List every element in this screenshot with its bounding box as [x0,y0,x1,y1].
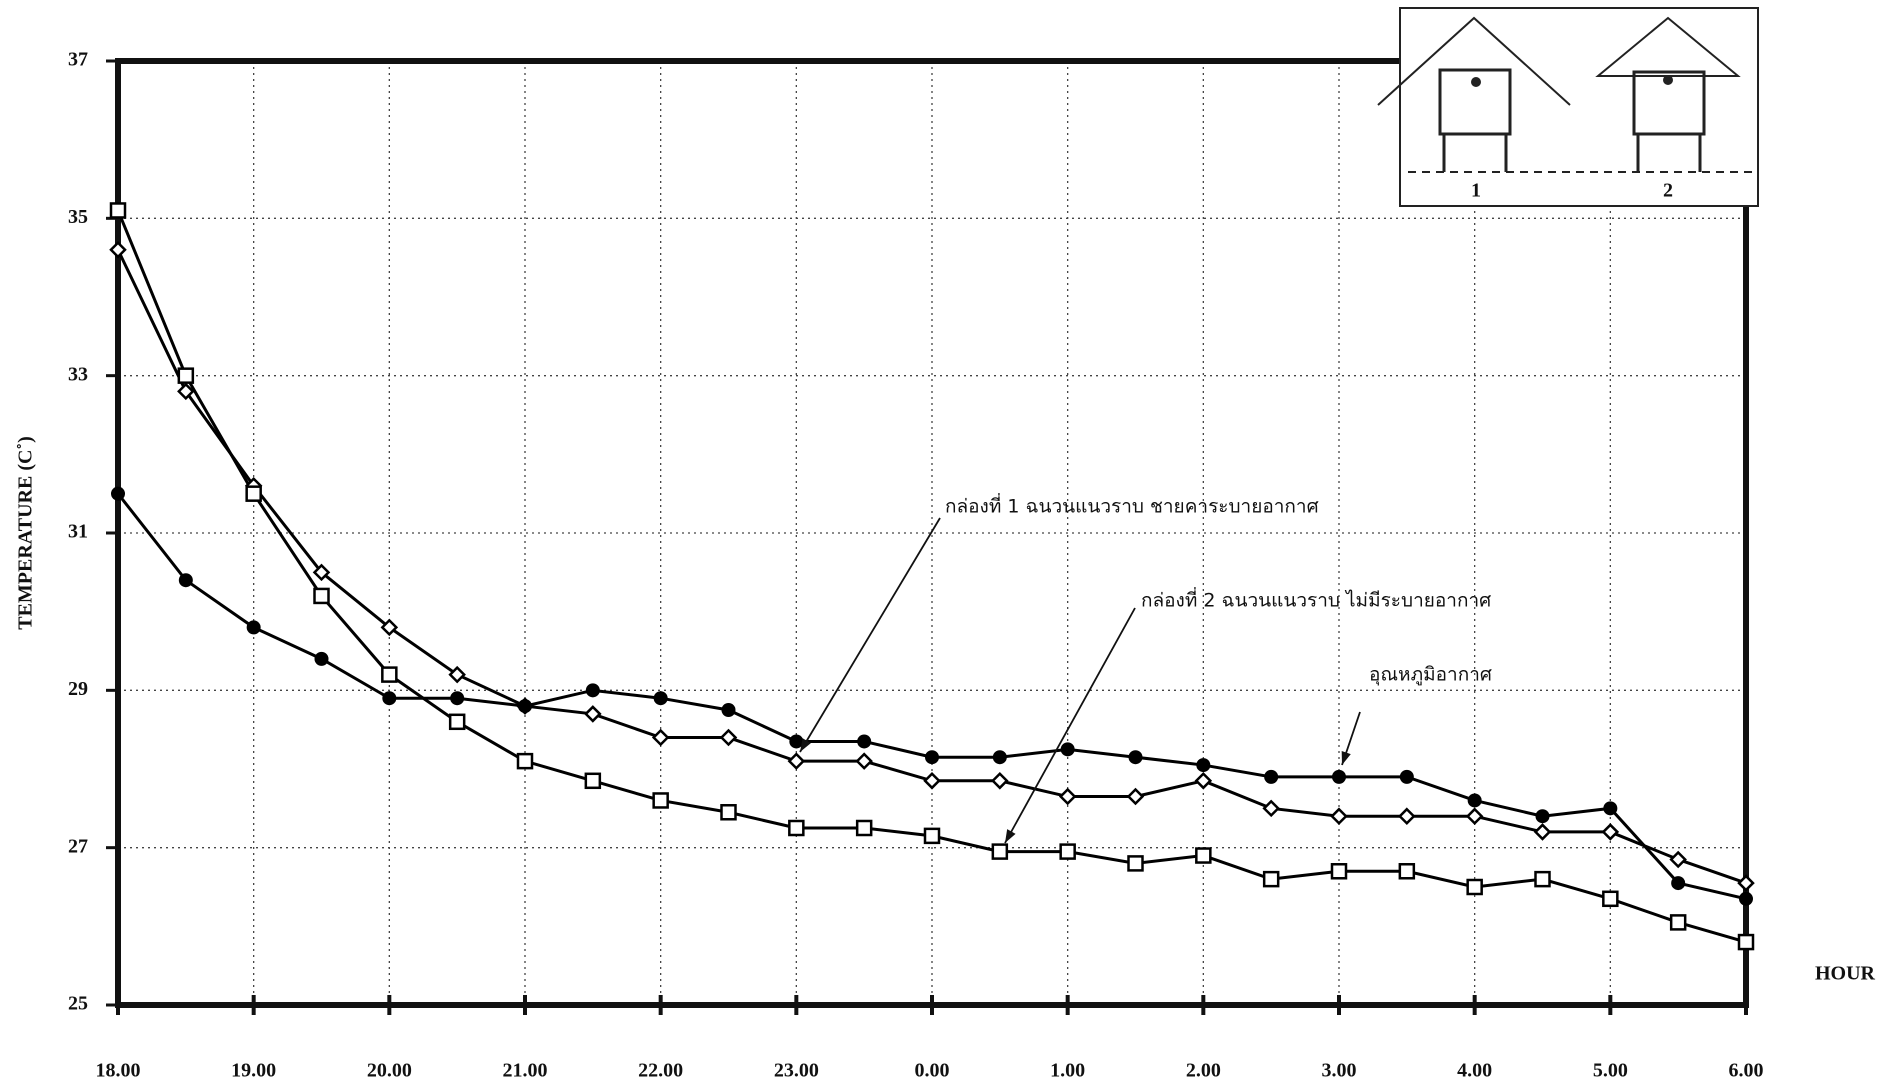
point [382,668,396,682]
point [1671,915,1685,929]
point [1603,801,1617,815]
point [1264,770,1278,784]
annotation: กล่องที่ 1 ฉนวนแนวราบ ชายคาระบายอากาศ [945,493,1319,518]
y-tick-label: 29 [68,678,88,700]
y-tick-label: 35 [68,206,88,228]
point [382,691,396,705]
x-tick-label: 19.00 [231,1060,276,1082]
point [247,487,261,501]
point [993,845,1007,859]
x-tick-label: 5.00 [1593,1060,1628,1082]
point [722,703,736,717]
point [1739,935,1753,949]
point [1332,770,1346,784]
point [789,821,803,835]
point [1468,880,1482,894]
y-tick-label: 37 [68,49,88,71]
point [518,699,532,713]
x-tick-label: 21.00 [503,1060,548,1082]
point [586,774,600,788]
point [1603,892,1617,906]
point [179,369,193,383]
point [1264,872,1278,886]
x-tick-label: 6.00 [1729,1060,1764,1082]
y-tick-label: 31 [68,521,88,543]
point [1129,856,1143,870]
x-tick-label: 23.00 [774,1060,819,1082]
point [1739,892,1753,906]
point [722,805,736,819]
point [1332,864,1346,878]
point [1061,845,1075,859]
annotation: อุณหภูมิอากาศ [1369,664,1492,687]
point [1196,758,1210,772]
point [654,793,668,807]
y-tick-label: 27 [68,835,88,857]
point [925,829,939,843]
y-tick-label: 25 [68,993,88,1015]
inset-label: 2 [1663,180,1673,202]
annotation: กล่องที่ 2 ฉนวนแนวราบ ไม่มีระบายอากาศ [1141,587,1491,612]
point [450,715,464,729]
point [111,203,125,217]
x-tick-label: 0.00 [915,1060,950,1082]
x-tick-label: 22.00 [638,1060,683,1082]
point [315,589,329,603]
inset-label: 1 [1471,180,1481,202]
point [179,573,193,587]
point [1468,793,1482,807]
point [315,652,329,666]
chart: TEMPERATURE (C˚) HOUR 25 27 29 31 33 35 37 18.0… [0,0,1894,1092]
point [1536,872,1550,886]
point [1671,876,1685,890]
point [1196,849,1210,863]
x-tick-label: 1.00 [1050,1060,1085,1082]
point [247,620,261,634]
inset-diagram: 1 2 [1378,8,1758,206]
x-tick-label: 2.00 [1186,1060,1221,1082]
x-tick-label: 4.00 [1457,1060,1492,1082]
y-axis-label: TEMPERATURE (C˚) [15,436,37,630]
point [1400,770,1414,784]
point [654,691,668,705]
point [1400,864,1414,878]
x-tick-label: 20.00 [367,1060,412,1082]
point [857,734,871,748]
point [518,754,532,768]
x-tick-label: 18.00 [96,1060,141,1082]
point [925,750,939,764]
point [586,683,600,697]
point [857,821,871,835]
point [1061,742,1075,756]
point [450,691,464,705]
point [1536,809,1550,823]
x-axis-label: HOUR [1815,963,1876,985]
x-tick-label: 3.00 [1322,1060,1357,1082]
y-tick-label: 33 [68,363,88,385]
point [111,487,125,501]
point [1129,750,1143,764]
point [993,750,1007,764]
